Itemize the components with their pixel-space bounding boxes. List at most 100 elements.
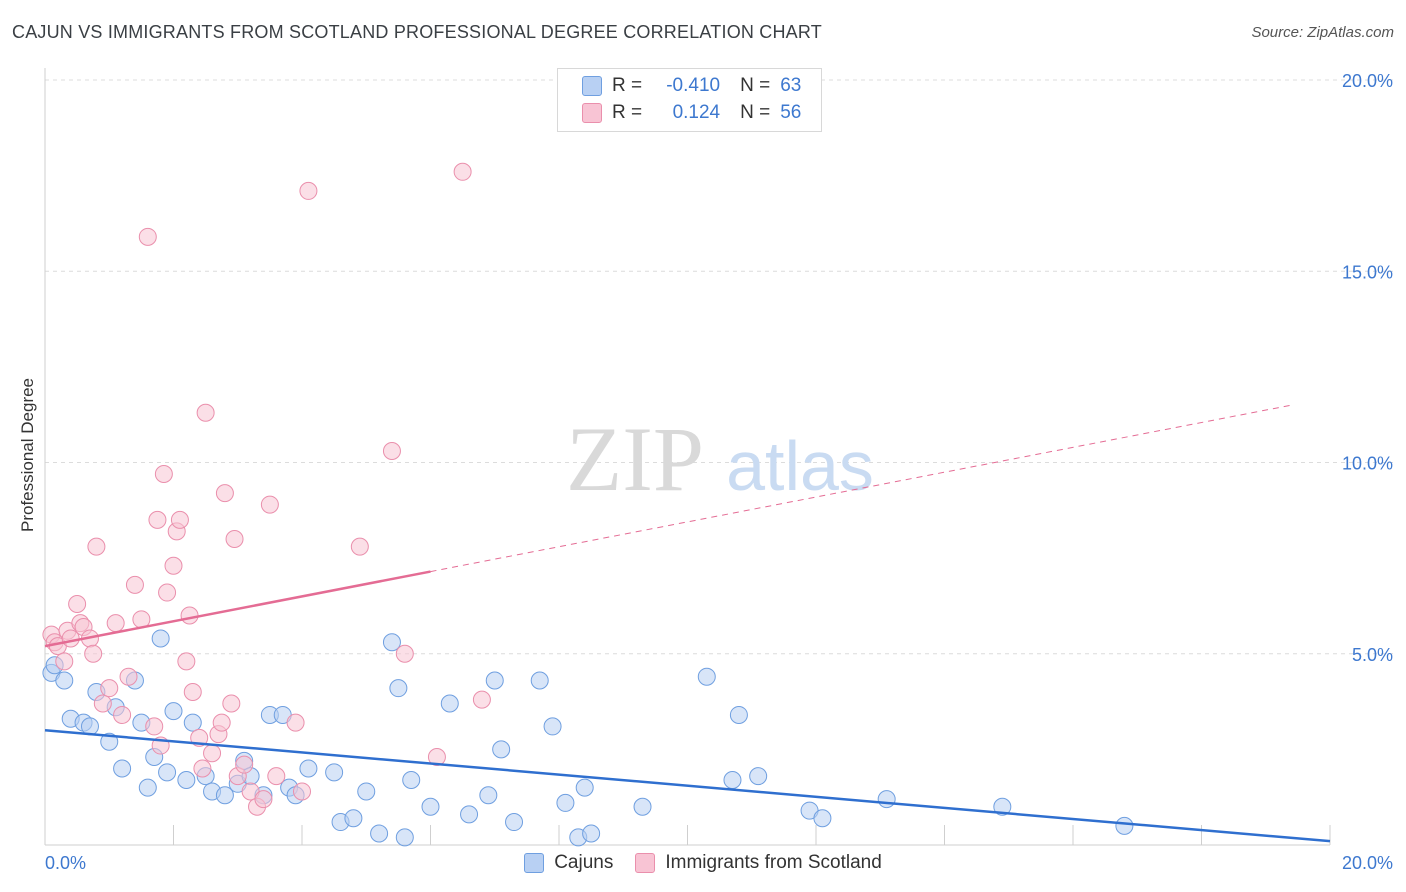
cajuns-point (530, 671, 549, 690)
scotland-point (177, 652, 196, 671)
cajuns-point (151, 629, 170, 648)
y-tick-label: 10.0% (1342, 454, 1393, 474)
cajuns-legend-swatch (524, 853, 545, 873)
n-label: N = (740, 102, 771, 123)
cajuns-point (100, 732, 119, 751)
cajuns-trend-line (44, 729, 1331, 843)
tick-labels: 5.0% 10.0% 15.0% 20.0% 0.0% 20.0% (45, 71, 1393, 873)
cajuns-point (543, 717, 562, 736)
n-label: N = (740, 75, 771, 96)
scotland-point (180, 606, 199, 625)
scotland-point (196, 403, 215, 422)
scotland-point (55, 652, 74, 671)
scotland-point (183, 683, 202, 701)
correlation-legend: R = -0.410 N = 63 R = 0.124 N = 56 (557, 68, 822, 132)
cajuns-point (1115, 816, 1134, 835)
scotland-point (299, 181, 318, 200)
scotland-point (87, 537, 106, 556)
cajuns-point (402, 770, 421, 789)
cajuns-point (113, 759, 132, 778)
cajuns-point (357, 782, 376, 801)
cajuns-point (370, 824, 389, 843)
scotland-trend-line (44, 570, 431, 648)
source-credit: Source: ZipAtlas.com (1251, 24, 1394, 41)
cajuns-point (389, 679, 408, 698)
cajuns-point (877, 790, 896, 809)
chart-title: CAJUN VS IMMIGRANTS FROM SCOTLAND PROFES… (12, 22, 822, 42)
x-tick-label: 20.0% (1342, 853, 1393, 873)
scotland-point (203, 744, 222, 763)
legend-item-cajuns[interactable]: Cajuns (524, 852, 613, 874)
y-tick-label: 20.0% (1342, 71, 1393, 91)
scotland-point (93, 694, 112, 713)
cajuns-point (697, 667, 716, 686)
scotland-swatch (582, 103, 602, 123)
scotland-point (215, 484, 234, 503)
watermark-zip: ZIP (566, 408, 704, 510)
legend-row-scotland: R = 0.124 N = 56 (582, 100, 801, 126)
cajuns-point (505, 813, 524, 832)
scotland-point (164, 556, 183, 575)
cajuns-point (440, 694, 459, 713)
cajuns-point (138, 778, 157, 797)
n-value-scotland: 56 (780, 102, 802, 123)
scotland-point (225, 530, 244, 548)
cajuns-point (395, 828, 414, 847)
scotland-point (293, 782, 311, 801)
scotland-point (350, 537, 369, 556)
scotland-point (472, 690, 491, 709)
n-value-cajuns: 63 (780, 75, 802, 96)
scotland-point (158, 583, 177, 602)
scotland-point (267, 767, 286, 786)
scotland-point (382, 442, 401, 461)
cajuns-point (344, 809, 363, 828)
scotland-point (154, 464, 173, 483)
cajuns-point (164, 702, 183, 721)
scotland-point (254, 790, 273, 809)
cajuns-swatch (582, 76, 602, 96)
cajuns-point (479, 786, 498, 805)
scotland-point (193, 759, 212, 778)
scotland-point (148, 510, 167, 529)
r-label: R = (612, 75, 643, 96)
scotland-point (106, 614, 125, 633)
legend-item-scotland[interactable]: Immigrants from Scotland (635, 852, 882, 874)
cajuns-point (325, 763, 344, 782)
watermark: ZIP atlas (566, 408, 874, 510)
cajuns-point (633, 797, 652, 816)
r-label: R = (612, 102, 643, 123)
r-value-scotland: 0.124 (672, 102, 721, 123)
axes (44, 68, 1331, 846)
cajuns-point (421, 797, 440, 816)
cajuns-point (460, 805, 479, 824)
watermark-atlas: atlas (726, 427, 874, 505)
cajuns-point (556, 793, 575, 812)
cajuns-point (183, 713, 202, 732)
scotland-point (260, 495, 279, 514)
legend-row-cajuns: R = -0.410 N = 63 (582, 73, 801, 99)
series-legend: Cajuns Immigrants from Scotland (0, 852, 1406, 874)
scotland-legend-swatch (635, 853, 656, 873)
scotland-point (222, 694, 241, 713)
scotland-point (68, 595, 87, 614)
scotland-point (145, 717, 164, 736)
cajuns-point (177, 770, 196, 789)
scotland-legend-label: Immigrants from Scotland (665, 852, 882, 873)
cajuns-point (215, 786, 234, 805)
data-points (42, 162, 1134, 847)
cajuns-point (749, 767, 768, 786)
cajuns-point (582, 824, 601, 843)
cajuns-point (55, 671, 74, 690)
scotland-point (395, 644, 414, 663)
scotland-point (113, 705, 132, 724)
cajuns-point (485, 671, 504, 690)
scotland-point (170, 510, 189, 529)
cajuns-point (723, 770, 742, 789)
scotland-point (427, 748, 446, 767)
cajuns-legend-label: Cajuns (554, 852, 614, 873)
cajuns-point (382, 633, 401, 652)
scotland-point (212, 713, 231, 732)
scotland-point (138, 227, 157, 246)
scotland-point (125, 575, 144, 594)
